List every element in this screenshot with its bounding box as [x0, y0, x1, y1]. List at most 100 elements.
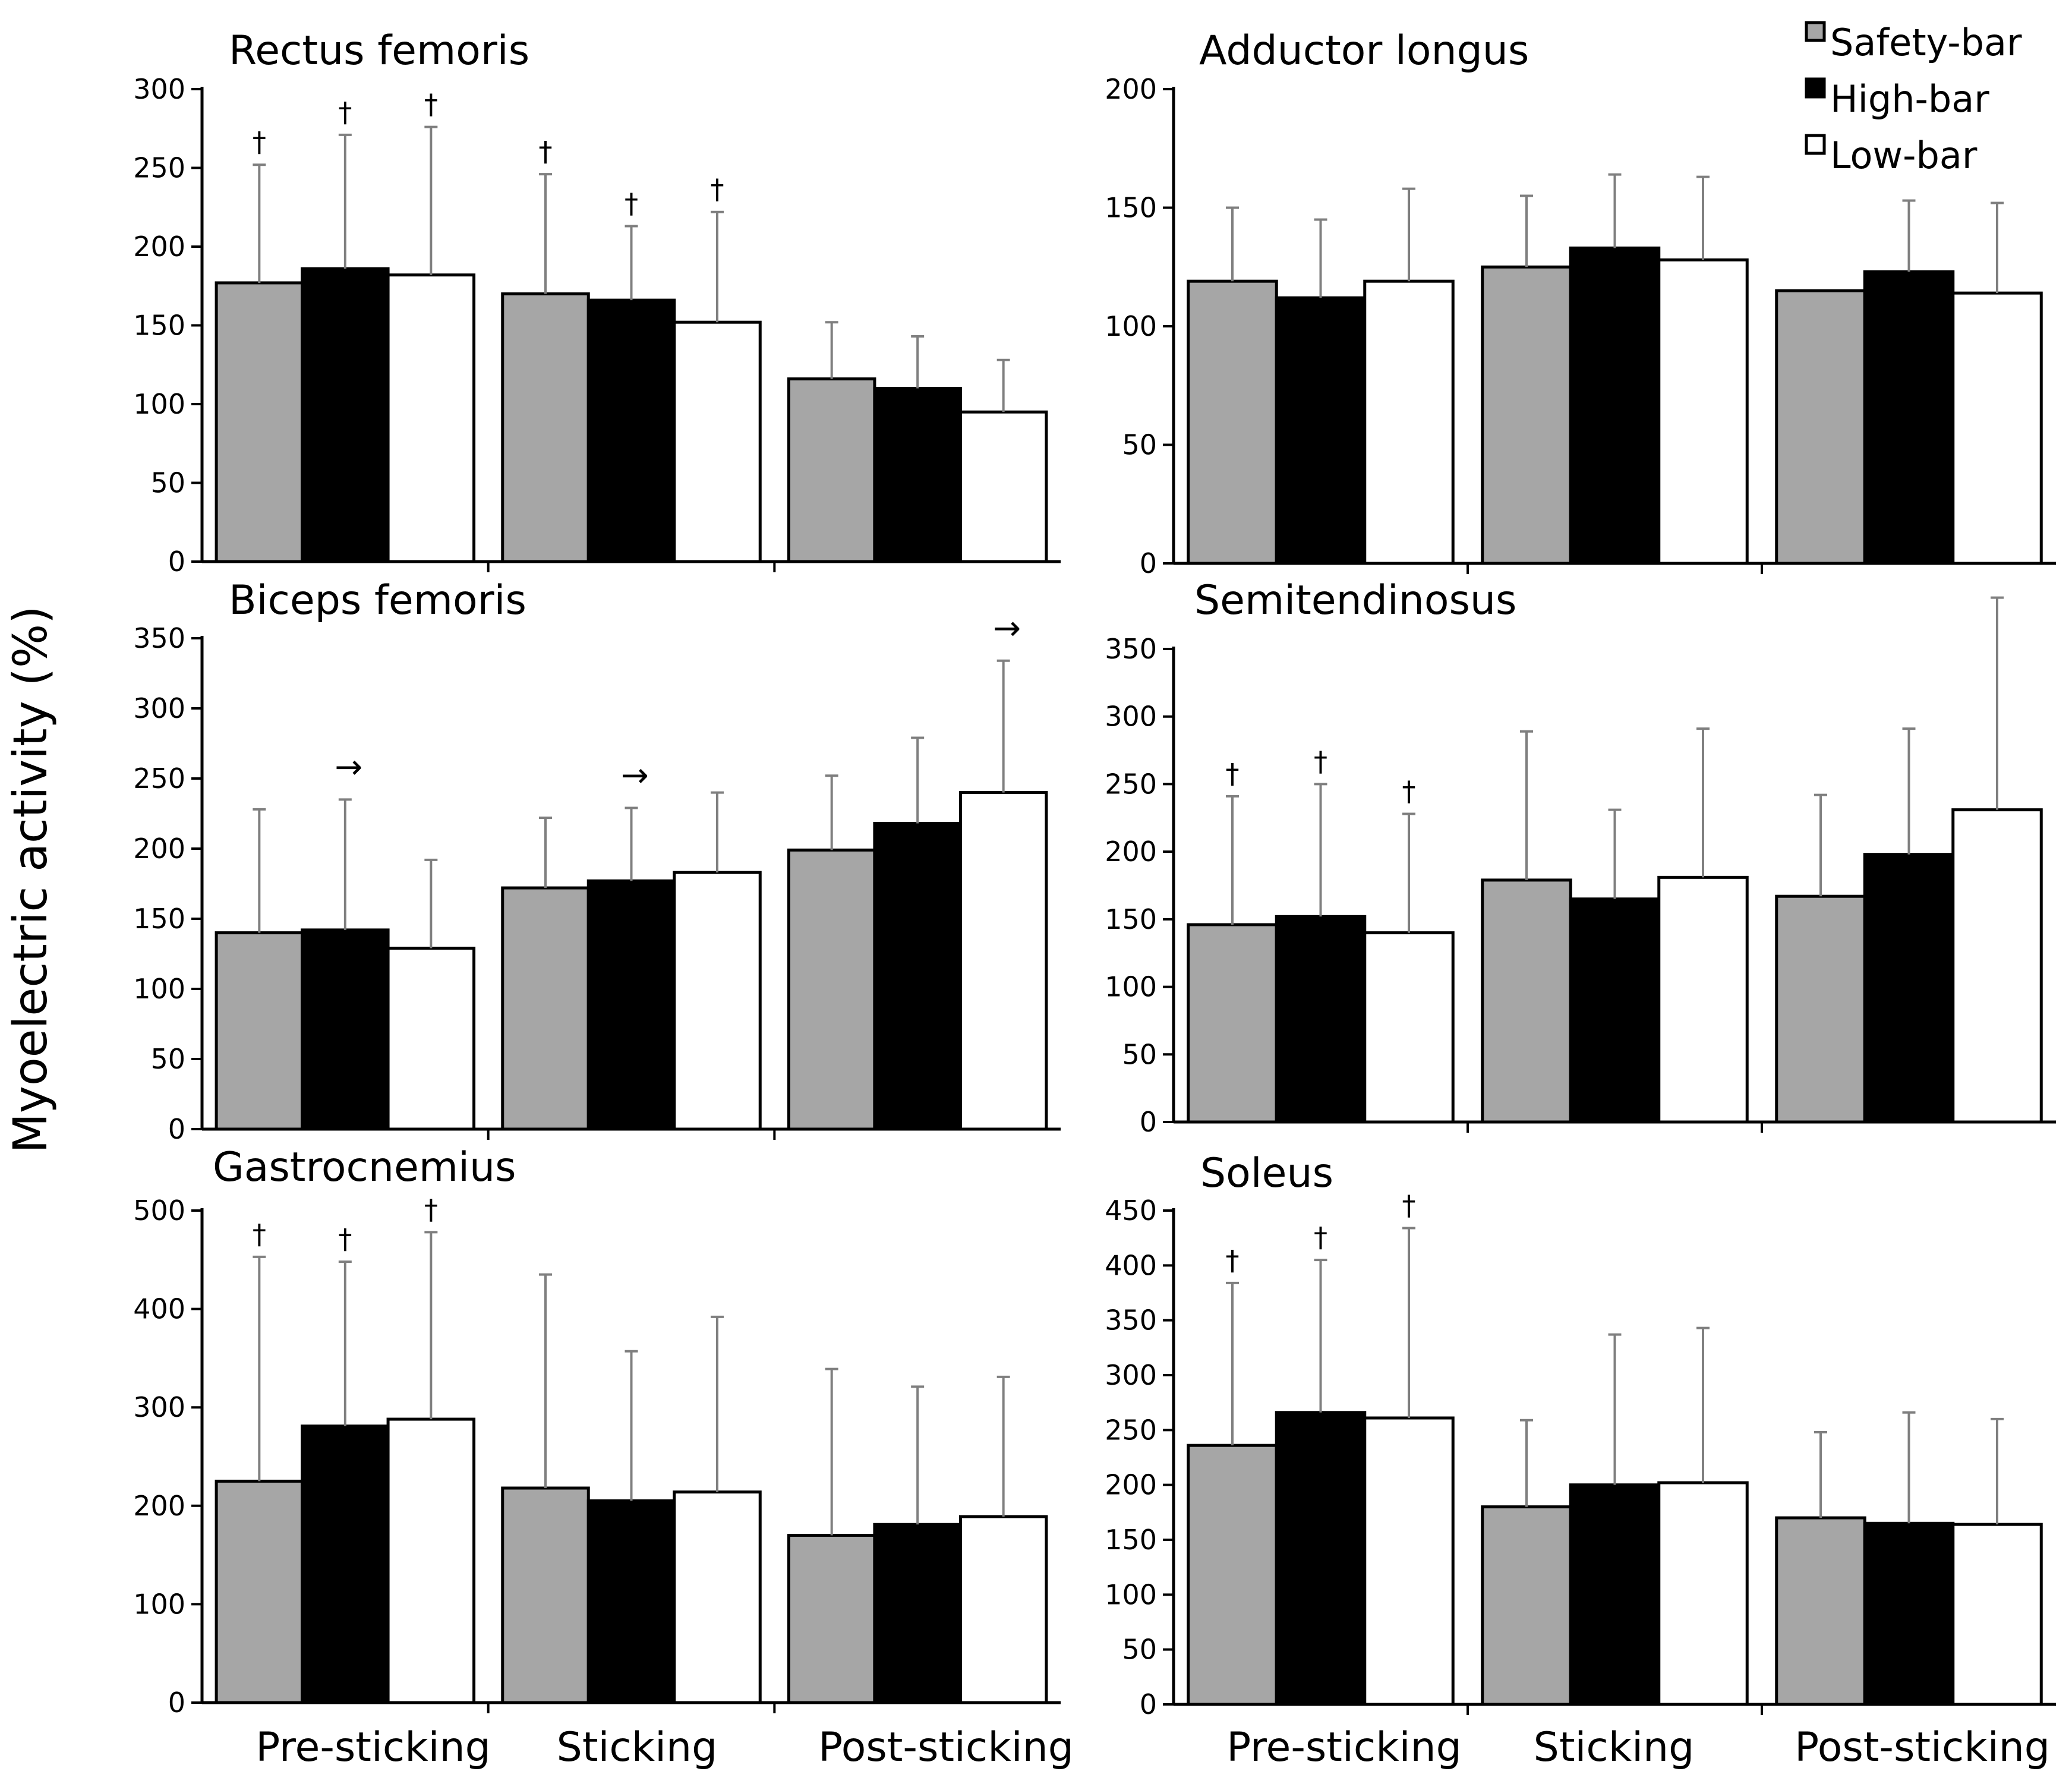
y-tick-label-biceps-femoris: 50	[150, 1043, 185, 1075]
x-label-right-sticking: Sticking	[1534, 1724, 1695, 1771]
y-tick-label-rectus-femoris: 300	[133, 73, 185, 105]
y-tick-label-biceps-femoris: 100	[133, 973, 185, 1005]
y-tick-label-gastrocnemius: 200	[133, 1490, 185, 1522]
legend-swatch-low-bar	[1805, 134, 1826, 155]
panel-rectus-femoris: Rectus femoris 0 50 100 150 200 250 300 † † † † † †	[133, 27, 1061, 578]
panel-semitendinosus: Semitendinosus 0 50 100 150 200 250 300 350 † † †	[1105, 577, 2056, 1138]
bar-adductor-longus-pre-sticking-low-bar	[1363, 279, 1455, 565]
bar-adductor-longus-post-sticking-safety-bar	[1775, 289, 1866, 565]
bar-biceps-femoris-pre-sticking-safety-bar	[215, 931, 304, 1131]
panel-title-adductor-longus: Adductor longus	[1199, 27, 1529, 74]
y-tick-label-gastrocnemius: 500	[133, 1195, 185, 1227]
panel-title-soleus: Soleus	[1200, 1150, 1333, 1197]
bar-semitendinosus-pre-sticking-low-bar	[1363, 931, 1455, 1124]
dagger-mark-rectus-femoris-pre-sticking-low-bar: †	[424, 89, 438, 121]
y-tick-label-adductor-longus: 0	[1140, 547, 1157, 579]
y-tick-label-biceps-femoris: 0	[168, 1113, 185, 1145]
x-label-right-pre-sticking: Pre-sticking	[1226, 1724, 1462, 1771]
y-tick-label-gastrocnemius: 300	[133, 1391, 185, 1423]
bar-semitendinosus-sticking-high-bar	[1569, 897, 1661, 1124]
bar-soleus-post-sticking-high-bar	[1863, 1521, 1955, 1706]
y-tick-label-semitendinosus: 200	[1105, 836, 1157, 868]
dagger-mark-rectus-femoris-sticking-safety-bar: †	[539, 135, 553, 168]
arrow-mark-biceps-femoris-sticking-high-bar: →	[621, 757, 649, 795]
dagger-mark-rectus-femoris-sticking-high-bar: †	[625, 188, 638, 220]
bar-soleus-post-sticking-low-bar	[1951, 1523, 2043, 1706]
bar-gastrocnemius-pre-sticking-high-bar	[301, 1424, 390, 1704]
y-tick-label-biceps-femoris: 250	[133, 762, 185, 795]
x-label-left-pre-sticking: Pre-sticking	[256, 1724, 491, 1771]
y-tick-label-adductor-longus: 150	[1105, 192, 1157, 224]
bar-rectus-femoris-sticking-high-bar	[586, 298, 676, 563]
legend-label-high-bar: High-bar	[1830, 77, 1989, 121]
panel-title-semitendinosus: Semitendinosus	[1194, 577, 1516, 624]
y-axis-title: Myoelectric activity (%)	[4, 606, 58, 1153]
y-tick-label-semitendinosus: 100	[1105, 971, 1157, 1003]
bar-rectus-femoris-post-sticking-low-bar	[958, 410, 1048, 563]
dagger-mark-rectus-femoris-pre-sticking-safety-bar: †	[253, 126, 266, 158]
y-tick-label-soleus: 200	[1105, 1469, 1157, 1501]
dagger-mark-rectus-femoris-sticking-low-bar: †	[711, 174, 724, 206]
bar-adductor-longus-sticking-low-bar	[1657, 258, 1749, 565]
y-tick-label-semitendinosus: 50	[1122, 1038, 1157, 1070]
y-tick-label-adductor-longus: 200	[1105, 73, 1157, 105]
y-tick-label-semitendinosus: 350	[1105, 633, 1157, 665]
y-tick-label-semitendinosus: 300	[1105, 701, 1157, 733]
panel-adductor-longus: Adductor longus 0 50 100 150 200	[1105, 27, 2056, 579]
bar-gastrocnemius-post-sticking-low-bar	[958, 1515, 1048, 1704]
arrow-mark-biceps-femoris-post-sticking-low-bar: →	[993, 609, 1021, 648]
bar-gastrocnemius-sticking-safety-bar	[501, 1486, 590, 1704]
y-tick-label-semitendinosus: 150	[1105, 903, 1157, 935]
y-tick-label-soleus: 50	[1122, 1634, 1157, 1666]
legend-swatch-high-bar	[1805, 77, 1826, 99]
bar-biceps-femoris-post-sticking-high-bar	[873, 822, 962, 1131]
y-tick-label-soleus: 450	[1105, 1195, 1157, 1227]
y-tick-label-rectus-femoris: 250	[133, 152, 185, 184]
y-tick-label-gastrocnemius: 400	[133, 1293, 185, 1325]
y-tick-label-rectus-femoris: 100	[133, 388, 185, 420]
bar-gastrocnemius-post-sticking-high-bar	[873, 1523, 962, 1704]
bar-adductor-longus-pre-sticking-safety-bar	[1187, 279, 1278, 565]
bar-adductor-longus-post-sticking-high-bar	[1863, 270, 1955, 565]
y-tick-label-soleus: 250	[1105, 1414, 1157, 1446]
bar-semitendinosus-post-sticking-high-bar	[1863, 853, 1955, 1124]
bar-adductor-longus-sticking-high-bar	[1569, 246, 1661, 565]
y-tick-label-biceps-femoris: 150	[133, 903, 185, 935]
bar-soleus-sticking-high-bar	[1569, 1483, 1661, 1706]
bar-biceps-femoris-post-sticking-low-bar	[958, 791, 1048, 1131]
bar-rectus-femoris-sticking-low-bar	[673, 320, 762, 563]
chart-panels: Rectus femoris 0 50 100 150 200 250 300 † † † † † † Ad…	[133, 27, 2056, 1720]
bar-gastrocnemius-post-sticking-safety-bar	[787, 1533, 876, 1704]
y-tick-label-gastrocnemius: 0	[168, 1687, 185, 1719]
y-tick-label-semitendinosus: 0	[1140, 1106, 1157, 1138]
bar-soleus-pre-sticking-low-bar	[1363, 1416, 1455, 1706]
y-tick-label-soleus: 400	[1105, 1249, 1157, 1281]
dagger-mark-gastrocnemius-pre-sticking-low-bar: †	[424, 1193, 438, 1225]
bar-biceps-femoris-post-sticking-safety-bar	[787, 848, 876, 1131]
y-tick-label-rectus-femoris: 0	[168, 546, 185, 578]
y-tick-label-soleus: 300	[1105, 1359, 1157, 1391]
bar-soleus-pre-sticking-high-bar	[1275, 1411, 1367, 1706]
bar-rectus-femoris-post-sticking-high-bar	[873, 387, 962, 563]
bar-semitendinosus-post-sticking-low-bar	[1951, 808, 2043, 1124]
dagger-mark-gastrocnemius-pre-sticking-high-bar: †	[338, 1223, 352, 1255]
panel-title-biceps-femoris: Biceps femoris	[229, 577, 526, 624]
dagger-mark-rectus-femoris-pre-sticking-high-bar: †	[338, 96, 352, 128]
x-label-left-sticking: Sticking	[557, 1724, 718, 1771]
y-tick-label-semitendinosus: 250	[1105, 768, 1157, 800]
panel-gastrocnemius: Gastrocnemius 0 100 200 300 400 500 † † †	[133, 1144, 1061, 1719]
x-label-right-post-sticking: Post-sticking	[1795, 1724, 2050, 1771]
y-tick-label-rectus-femoris: 150	[133, 310, 185, 342]
dagger-mark-soleus-pre-sticking-safety-bar: †	[1226, 1244, 1240, 1277]
bar-adductor-longus-pre-sticking-high-bar	[1275, 296, 1367, 565]
legend: Safety-bar High-bar Low-bar	[1805, 21, 2022, 177]
legend-label-low-bar: Low-bar	[1830, 134, 1978, 177]
y-tick-label-soleus: 100	[1105, 1578, 1157, 1610]
y-tick-label-biceps-femoris: 200	[133, 833, 185, 865]
legend-swatch-safety-bar	[1805, 21, 1826, 42]
y-tick-label-rectus-femoris: 200	[133, 231, 185, 263]
panel-soleus: Soleus 0 50 100 150 200 250 300 350 400 450 † † †	[1105, 1150, 2056, 1720]
bar-soleus-pre-sticking-safety-bar	[1187, 1444, 1278, 1706]
dagger-mark-semitendinosus-pre-sticking-low-bar: †	[1402, 775, 1416, 807]
